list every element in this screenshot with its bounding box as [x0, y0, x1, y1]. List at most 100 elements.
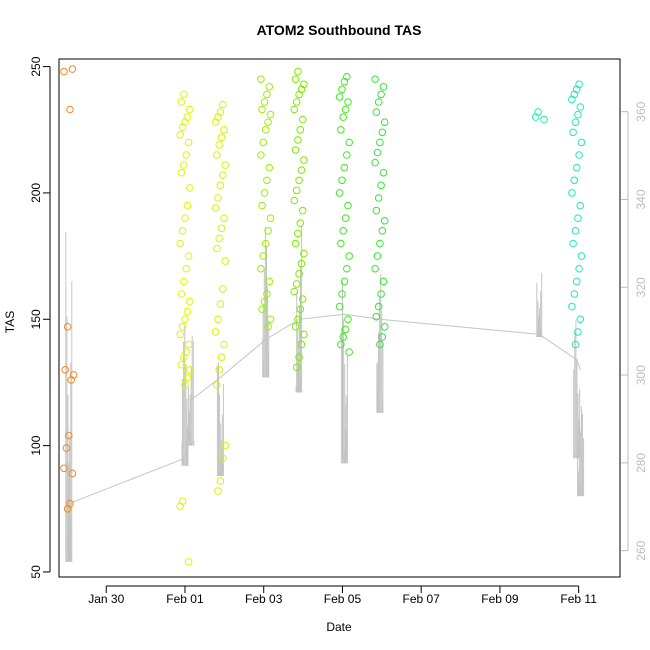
data-point: [186, 184, 194, 192]
data-point: [345, 348, 354, 356]
data-point: [343, 151, 351, 159]
data-point: [258, 305, 266, 314]
data-point: [220, 340, 228, 349]
y-tick-label: 50: [29, 565, 43, 579]
x-tick-label: Jan 30: [88, 592, 124, 606]
data-point: [258, 105, 266, 114]
data-point: [292, 363, 301, 372]
data-point: [534, 108, 542, 116]
data-point: [572, 277, 581, 286]
data-point: [221, 161, 229, 169]
data-point: [176, 131, 184, 139]
data-point: [294, 229, 302, 238]
data-point: [291, 146, 300, 154]
data-point: [340, 163, 349, 172]
data-point: [264, 323, 272, 331]
data-point: [371, 158, 379, 167]
data-point: [290, 196, 299, 205]
x-axis: Jan 30 Feb 01 Feb 03 Feb 05 Feb 07 Feb 09 Feb …: [88, 585, 597, 606]
data-point: [380, 323, 389, 331]
data-point: [186, 366, 194, 374]
y-tick-label: 200: [29, 183, 43, 203]
data-point: [177, 360, 186, 369]
data-point: [265, 83, 274, 91]
x-tick-label: Feb 09: [481, 592, 519, 606]
data-point: [373, 148, 382, 157]
data-point: [211, 118, 220, 126]
data-point: [181, 214, 189, 222]
data-point: [294, 136, 302, 144]
data-point: [570, 290, 579, 298]
data-point: [344, 315, 352, 324]
data-point: [569, 128, 577, 137]
data-point: [67, 376, 75, 384]
data-point: [335, 189, 344, 197]
data-point: [214, 487, 222, 495]
data-point: [63, 505, 72, 513]
data-point: [373, 252, 382, 260]
data-point: [298, 295, 307, 303]
data-point: [294, 67, 302, 76]
data-point: [300, 80, 308, 89]
data-point: [220, 214, 228, 222]
data-point: [380, 118, 389, 126]
data-point: [379, 83, 388, 91]
data-point: [531, 113, 540, 121]
data-point: [184, 252, 193, 260]
data-point: [295, 176, 303, 185]
data-point: [575, 80, 583, 89]
data-point: [338, 85, 346, 94]
data-point: [576, 201, 585, 210]
x-tick-label: Feb 05: [324, 592, 362, 606]
data-point: [66, 105, 74, 114]
data-point: [266, 110, 275, 119]
data-point: [261, 239, 270, 248]
data-point: [183, 307, 192, 316]
data-point: [181, 118, 189, 126]
data-point: [298, 115, 307, 124]
data-point: [184, 340, 193, 349]
data-point: [335, 302, 344, 311]
data-point: [339, 333, 348, 341]
secondary-y-tick-label: 320: [634, 277, 648, 297]
y-tick-label: 250: [29, 56, 43, 76]
data-point: [571, 340, 580, 349]
data-point: [213, 244, 221, 253]
data-point: [337, 126, 345, 134]
data-point: [217, 133, 226, 142]
plot-area-border: [58, 58, 621, 578]
data-point: [379, 277, 388, 286]
data-point: [180, 353, 188, 362]
secondary-y-axis: 260 280 300 320 340 360: [621, 101, 648, 561]
data-point: [177, 290, 186, 298]
data-point: [340, 77, 349, 86]
data-point: [344, 98, 352, 106]
y-tick-label: 100: [29, 435, 43, 455]
data-point: [300, 249, 308, 258]
data-point: [266, 315, 275, 324]
data-point: [337, 239, 345, 248]
data-point: [215, 141, 223, 149]
data-point: [260, 297, 269, 306]
data-point: [183, 373, 192, 382]
data-point: [221, 257, 229, 265]
secondary-y-tick-label: 340: [634, 189, 648, 209]
data-point: [572, 163, 581, 172]
data-point: [260, 98, 269, 106]
data-point: [290, 287, 299, 296]
data-point: [300, 330, 308, 339]
data-point: [296, 126, 305, 134]
data-point: [378, 227, 387, 235]
x-tick-label: Feb 03: [245, 592, 283, 606]
data-point: [378, 128, 387, 137]
data-point: [178, 227, 187, 235]
data-point: [568, 302, 576, 311]
data-point: [62, 444, 71, 452]
data-point: [186, 297, 194, 306]
data-point: [343, 72, 351, 81]
secondary-y-tick-label: 360: [634, 101, 648, 121]
data-point: [374, 302, 383, 311]
data-point: [341, 214, 350, 222]
x-tick-label: Feb 01: [166, 592, 204, 606]
secondary-y-tick-label: 280: [634, 453, 648, 473]
